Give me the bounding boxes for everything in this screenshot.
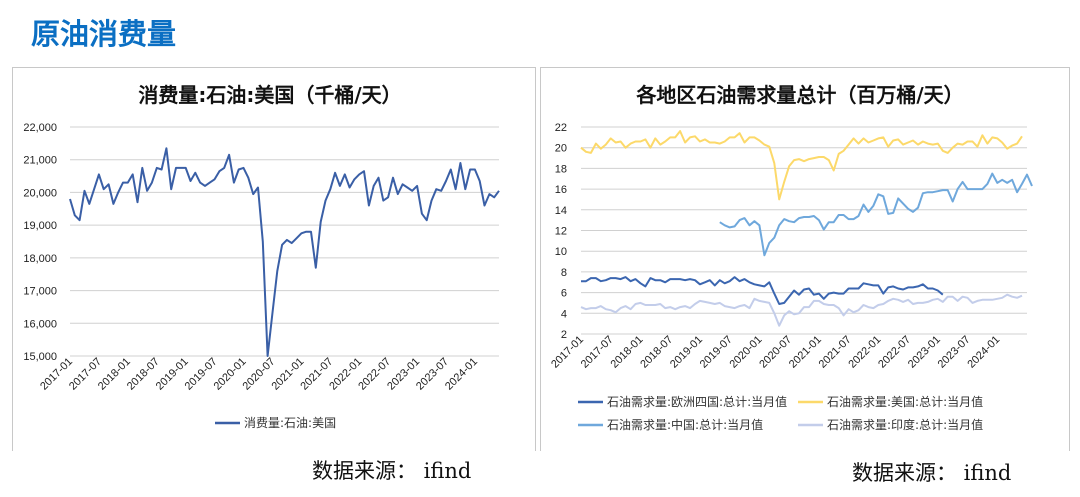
legend-label: 消费量:石油:美国 [244, 416, 336, 430]
legend-label: 石油需求量:中国:总计:当月值 [607, 417, 763, 432]
y-tick-label: 16,000 [23, 318, 57, 330]
source-note-left: 数据来源： ifind [312, 459, 472, 483]
legend-label: 石油需求量:欧洲四国:总计:当月值 [607, 394, 787, 409]
y-tick-label: 12 [555, 226, 567, 238]
legend-label: 石油需求量:美国:总计:当月值 [827, 394, 983, 409]
x-tick-label: 2024-01 [443, 356, 480, 393]
series-line [581, 276, 944, 305]
y-tick-label: 20 [555, 143, 567, 155]
legend-label: 石油需求量:印度:总计:当月值 [827, 417, 983, 432]
series-line [580, 293, 1023, 327]
series-line [580, 130, 1023, 201]
y-tick-label: 22,000 [23, 122, 57, 134]
y-tick-label: 2 [561, 329, 567, 341]
y-tick-label: 21,000 [23, 155, 57, 167]
chart-title: 消费量:石油:美国（千桶/天） [138, 83, 401, 107]
series-line [69, 147, 500, 357]
regional-demand-chart-panel [540, 67, 1070, 451]
us-consumption-chart-panel [12, 67, 536, 451]
x-tick-label: 2024-01 [965, 334, 1002, 371]
y-tick-label: 18 [555, 163, 567, 175]
page-title: 原油消费量 [31, 17, 177, 51]
y-tick-label: 8 [561, 267, 567, 279]
series-line [719, 172, 1033, 257]
y-tick-label: 15,000 [23, 351, 57, 363]
y-tick-label: 17,000 [23, 286, 57, 298]
y-tick-label: 10 [555, 246, 567, 258]
y-tick-label: 22 [555, 122, 567, 134]
y-tick-label: 14 [555, 205, 567, 217]
y-tick-label: 19,000 [23, 220, 57, 232]
y-tick-label: 6 [561, 288, 567, 300]
y-tick-label: 18,000 [23, 253, 57, 265]
y-tick-label: 4 [561, 308, 567, 320]
source-note-right: 数据来源： ifind [852, 461, 1012, 485]
chart-title: 各地区石油需求量总计（百万桶/天） [635, 83, 963, 107]
y-tick-label: 16 [555, 184, 567, 196]
y-tick-label: 20,000 [23, 187, 57, 199]
